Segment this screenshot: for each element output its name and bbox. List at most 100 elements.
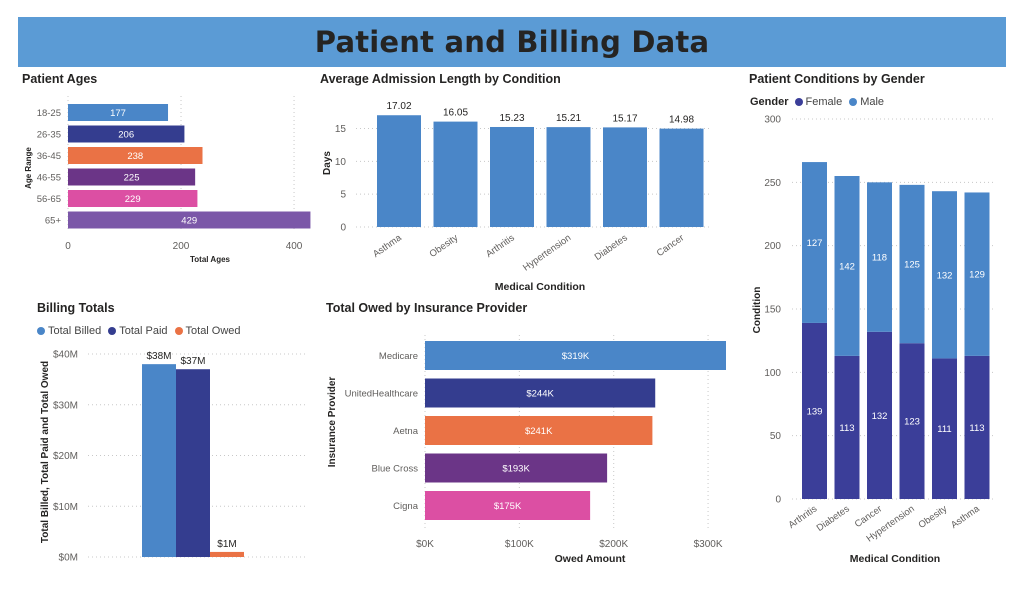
billing-y-tick-label: $30M [53,400,78,411]
gender-x-axis-title: Medical Condition [850,553,940,565]
ages-bar [68,211,311,229]
gender-data-label: 123 [904,417,920,428]
admission-bar [433,121,478,227]
insurance-bar [425,416,653,445]
gender-data-label: 142 [839,261,855,272]
gender-category-label: Asthma [949,503,982,531]
ages-y-axis-title: Age Range [24,147,33,189]
billing-data-label: $37M [180,356,205,367]
admission-category-label: Diabetes [593,232,630,263]
admission-data-label: 15.17 [612,113,637,124]
insurance-data-label: $241K [525,426,553,437]
gender-y-axis-title: Condition [752,287,763,334]
legend-label: Total Billed [48,325,102,337]
gender-bar-female [899,343,925,499]
legend-item-male: Male [849,96,884,108]
gender-bar-female [834,355,860,499]
insurance-bar [425,453,608,483]
ages-data-label: 206 [118,130,134,141]
ages-category-label: 36-45 [37,151,61,162]
ages-x-tick-label: 200 [173,241,190,252]
ages-panel-title: Patient Ages [22,72,98,86]
billing-bar [210,551,244,557]
gender-data-label: 113 [969,423,984,434]
gender-y-tick-label: 100 [764,368,781,379]
admission-data-label: 15.23 [499,113,524,124]
insurance-data-label: $175K [494,501,522,512]
admission-y-tick-label: 0 [340,223,346,234]
gender-bar-male [964,192,990,356]
admission-panel-title: Average Admission Length by Condition [320,72,561,86]
admission-bar [377,115,421,227]
admission-data-label: 16.05 [443,108,468,119]
ages-bar [68,104,169,121]
legend-label: Total Owed [185,325,241,337]
gender-bar-female [932,358,957,499]
admission-data-label: 14.98 [669,115,694,126]
legend-label: Female [805,96,843,108]
gender-y-tick-label: 50 [770,431,782,442]
admission-bar [546,127,591,227]
insurance-category-label: Medicare [379,351,418,362]
gender-data-label: 139 [807,406,823,417]
admission-y-tick-label: 5 [340,190,346,201]
insurance-category-label: Cigna [393,501,419,512]
admission-x-axis-title: Medical Condition [495,281,585,293]
ages-data-label: 225 [124,173,140,184]
insurance-x-tick-label: $300K [694,539,723,550]
gender-bar-male [899,184,925,344]
gender-y-tick-label: 300 [764,115,781,126]
header-banner: Patient and Billing Data [18,17,1006,67]
ages-x-tick-label: 0 [65,241,71,252]
gender-bar-male [867,182,892,332]
billing-data-label: $1M [217,539,236,550]
gender-data-label: 111 [937,424,951,435]
gender-legend: Gender Female Male [750,96,887,108]
insurance-category-label: UnitedHealthcare [345,389,418,400]
admission-category-label: Hypertension [521,232,573,273]
legend-dot-icon [849,98,858,106]
page-title: Patient and Billing Data [314,25,710,59]
gender-category-label: Obesity [917,503,950,531]
gender-category-label: Diabetes [815,503,852,534]
gender-bar-female [867,331,892,499]
gender-data-label: 132 [937,270,953,281]
legend-label: Total Paid [119,325,168,337]
billing-bar [142,364,176,557]
admission-bar [659,128,704,227]
admission-bar [603,127,647,227]
admission-y-tick-label: 15 [335,124,347,135]
gender-bar-female [964,355,990,499]
ages-category-label: 65+ [45,216,62,227]
gender-bar-female [802,322,827,499]
insurance-category-label: Blue Cross [372,464,419,475]
gender-y-tick-label: 200 [764,241,781,252]
ages-bar [68,147,203,164]
insurance-data-label: $319K [562,351,590,362]
legend-dot-icon [794,98,803,106]
gender-bar-male [802,162,827,323]
legend-dot-icon [174,327,183,335]
ages-x-axis-title: Total Ages [190,255,231,264]
admission-category-label: Cancer [655,232,686,259]
ages-category-label: 46-55 [37,173,61,184]
billing-y-tick-label: $20M [53,451,78,462]
insurance-x-tick-label: $100K [505,539,534,550]
billing-bar [176,369,210,557]
legend-dot-icon [108,327,117,335]
legend-label: Male [860,96,885,108]
billing-y-tick-label: $0M [59,553,78,564]
legend-item-female: Female [794,96,843,108]
ages-data-label: 429 [181,216,197,227]
gender-data-label: 125 [904,260,920,271]
gender-data-label: 118 [872,253,887,264]
ages-bar [68,125,185,143]
ages-category-label: 56-65 [37,194,61,205]
billing-legend: Total Billed Total Paid Total Owed [37,325,244,337]
ages-data-label: 229 [125,194,141,205]
admission-bar [490,126,534,227]
insurance-x-axis-title: Owed Amount [555,553,626,565]
gender-y-tick-label: 150 [764,305,781,316]
gender-panel-title: Patient Conditions by Gender [749,72,925,86]
